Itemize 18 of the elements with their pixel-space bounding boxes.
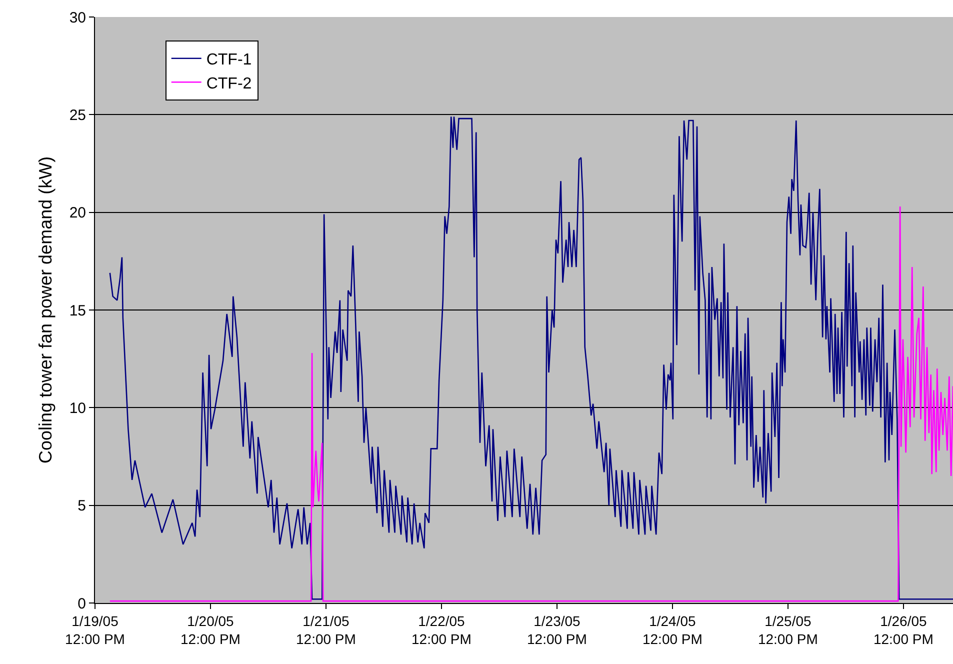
y-tick-label: 5: [78, 498, 86, 515]
y-tick-label: 25: [69, 106, 86, 124]
x-tick-label: 1/19/05 12:00 PM: [65, 612, 125, 647]
y-tick-label: 10: [69, 400, 86, 417]
y-axis-title: Cooling tower fan power demand (kW): [36, 156, 56, 464]
x-tick-label: 1/25/05 12:00 PM: [758, 612, 818, 647]
x-tick-label: 1/22/05 12:00 PM: [412, 612, 472, 647]
legend-label: CTF-2: [206, 75, 252, 92]
y-tick-label: 20: [69, 204, 86, 222]
legend-label: CTF-1: [206, 52, 252, 69]
x-tick-label: 1/20/05 12:00 PM: [180, 612, 240, 647]
x-tick-label: 1/23/05 12:00 PM: [526, 612, 587, 647]
y-tick-label: 15: [69, 302, 86, 320]
y-tick-label: 30: [69, 9, 86, 26]
x-tick-label: 1/24/05 12:00 PM: [642, 612, 702, 647]
y-tick-label: 0: [78, 595, 86, 612]
x-tick-label: 1/26/05 12:00 PM: [873, 612, 934, 647]
x-tick-label: 1/21/05 12:00 PM: [296, 612, 356, 647]
